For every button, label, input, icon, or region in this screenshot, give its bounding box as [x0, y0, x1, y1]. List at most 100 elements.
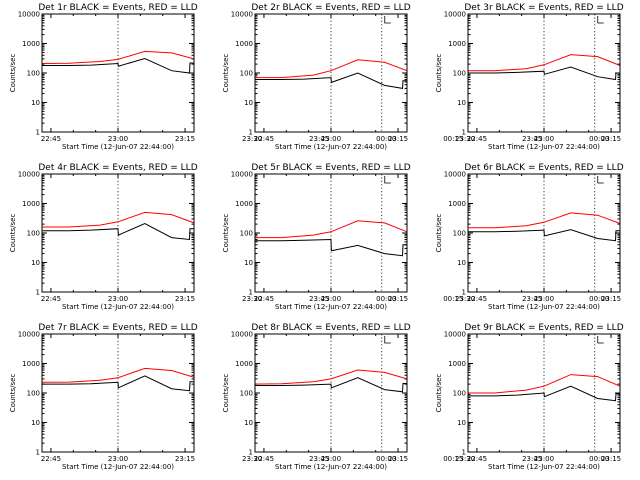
y-tick-label: 10 [244, 99, 253, 107]
panel-1: Det 1r BLACK = Events, RED = LLD11010010… [9, 3, 463, 151]
panel-title: Det 7r BLACK = Events, RED = LLD [38, 323, 197, 333]
panel-title: Det 9r BLACK = Events, RED = LLD [464, 323, 623, 333]
x-axis-label: Start Time (12-Jun-07 22:44:00) [275, 303, 387, 311]
x-tick-label: 23:15 [175, 295, 195, 303]
panel-title: Det 2r BLACK = Events, RED = LLD [251, 3, 410, 13]
y-tick-label: 1 [249, 129, 253, 137]
x-tick-label: 23:00 [108, 295, 128, 303]
y-tick-label: 100 [27, 390, 40, 398]
y-tick-label: 100 [240, 70, 253, 78]
x-tick-label: 23:45 [522, 295, 542, 303]
y-tick-label: 1 [462, 129, 466, 137]
y-tick-label: 1 [36, 129, 40, 137]
x-tick-label: 22:45 [254, 295, 274, 303]
x-tick-label: 00:15 [443, 135, 463, 143]
plot-frame [467, 13, 621, 133]
x-tick-label: 22:45 [467, 455, 487, 463]
y-tick-label: 10 [457, 259, 466, 267]
y-tick-label: 1000 [22, 360, 40, 368]
panel-7: Det 7r BLACK = Events, RED = LLD 1 10 100 10… [9, 323, 463, 471]
series-events-line [42, 57, 195, 74]
panel-title: Det 1r BLACK = Events, RED = LLD [38, 3, 197, 13]
y-tick-label: 10000 [18, 11, 40, 19]
panel-title: Det 3r BLACK = Events, RED = LLD [464, 3, 623, 13]
y-tick-label: 1 [36, 449, 40, 457]
y-tick-label: 10000 [444, 331, 466, 339]
y-axis-label: Counts/sec [9, 214, 17, 253]
y-tick-label: 1 [249, 289, 253, 297]
y-tick-label: 10000 [231, 11, 253, 19]
x-tick-label: 23:15 [175, 135, 195, 143]
y-tick-label: 1000 [448, 360, 466, 368]
plot-frame [41, 333, 195, 453]
corner-mark-icon [384, 176, 391, 184]
panel-title: Det 5r BLACK = Events, RED = LLD [251, 163, 410, 173]
x-axis-label: Start Time (12-Jun-07 22:44:00) [62, 463, 174, 471]
y-tick-label: 10000 [231, 171, 253, 179]
y-tick-label: 1 [36, 289, 40, 297]
x-tick-label: 00:15 [443, 455, 463, 463]
x-axis-label: Start Time (12-Jun-07 22:44:00) [275, 463, 387, 471]
y-tick-label: 1000 [448, 200, 466, 208]
y-axis-label: Counts/sec [222, 374, 230, 413]
plot-frame [41, 13, 195, 133]
panel-6: Det 6r BLACK = Events, RED = LLD 1 10 100 10… [435, 163, 624, 311]
panel-2: Det 2r BLACK = Events, RED = LLD11010010… [222, 3, 609, 151]
y-tick-label: 1000 [235, 200, 253, 208]
x-tick-label: 23:00 [321, 455, 341, 463]
x-tick-label: 23:30 [242, 455, 262, 463]
plot-frame [254, 333, 408, 453]
x-tick-label: 23:15 [601, 455, 621, 463]
panel-title: Det 8r BLACK = Events, RED = LLD [251, 323, 410, 333]
x-tick-label: 22:45 [254, 455, 274, 463]
y-tick-label: 10000 [18, 171, 40, 179]
x-tick-label: 00:15 [443, 295, 463, 303]
y-tick-label: 100 [453, 70, 466, 78]
plot-frame [467, 333, 621, 453]
y-tick-label: 1000 [235, 40, 253, 48]
y-tick-label: 1 [462, 289, 466, 297]
x-tick-label: 00:00 [589, 295, 609, 303]
x-tick-label: 23:15 [175, 455, 195, 463]
panel-5: Det 5r BLACK = Events, RED = LLD11010010… [222, 163, 609, 311]
y-tick-label: 1000 [448, 40, 466, 48]
x-tick-label: 23:15 [388, 135, 408, 143]
x-tick-label: 23:00 [321, 295, 341, 303]
y-tick-label: 100 [240, 390, 253, 398]
plot-frame [41, 173, 195, 293]
x-tick-label: 00:00 [376, 455, 396, 463]
x-tick-label: 00:00 [589, 455, 609, 463]
y-tick-label: 10000 [444, 11, 466, 19]
x-tick-label: 22:45 [41, 455, 61, 463]
x-tick-label: 23:00 [321, 135, 341, 143]
panel-title: Det 4r BLACK = Events, RED = LLD [38, 163, 197, 173]
x-tick-label: 23:45 [309, 295, 329, 303]
x-tick-label: 23:15 [388, 455, 408, 463]
x-tick-label: 22:45 [41, 135, 61, 143]
y-tick-label: 10 [31, 259, 40, 267]
y-axis-label: Counts/sec [435, 54, 443, 93]
y-tick-label: 100 [453, 390, 466, 398]
x-tick-label: 00:00 [589, 135, 609, 143]
y-tick-label: 1000 [22, 200, 40, 208]
y-tick-label: 100 [240, 230, 253, 238]
y-tick-label: 1000 [22, 40, 40, 48]
x-tick-label: 23:30 [455, 295, 475, 303]
x-axis-label: Start Time (12-Jun-07 22:44:00) [488, 463, 600, 471]
plot-frame [467, 173, 621, 293]
x-tick-label: 23:45 [522, 455, 542, 463]
y-tick-label: 10 [457, 419, 466, 427]
x-tick-label: 23:30 [455, 455, 475, 463]
x-axis-label: Start Time (12-Jun-07 22:44:00) [275, 143, 387, 151]
x-tick-label: 23:45 [309, 135, 329, 143]
y-tick-label: 100 [27, 70, 40, 78]
x-axis-label: Start Time (12-Jun-07 22:44:00) [62, 143, 174, 151]
y-tick-label: 10 [244, 419, 253, 427]
x-tick-label: 00:00 [376, 295, 396, 303]
panel-8: Det 8r BLACK = Events, RED = LLD11010010… [222, 323, 609, 471]
y-axis-label: Counts/sec [435, 214, 443, 253]
corner-mark-icon [597, 176, 604, 184]
x-tick-label: 23:15 [388, 295, 408, 303]
x-tick-label: 23:30 [242, 295, 262, 303]
